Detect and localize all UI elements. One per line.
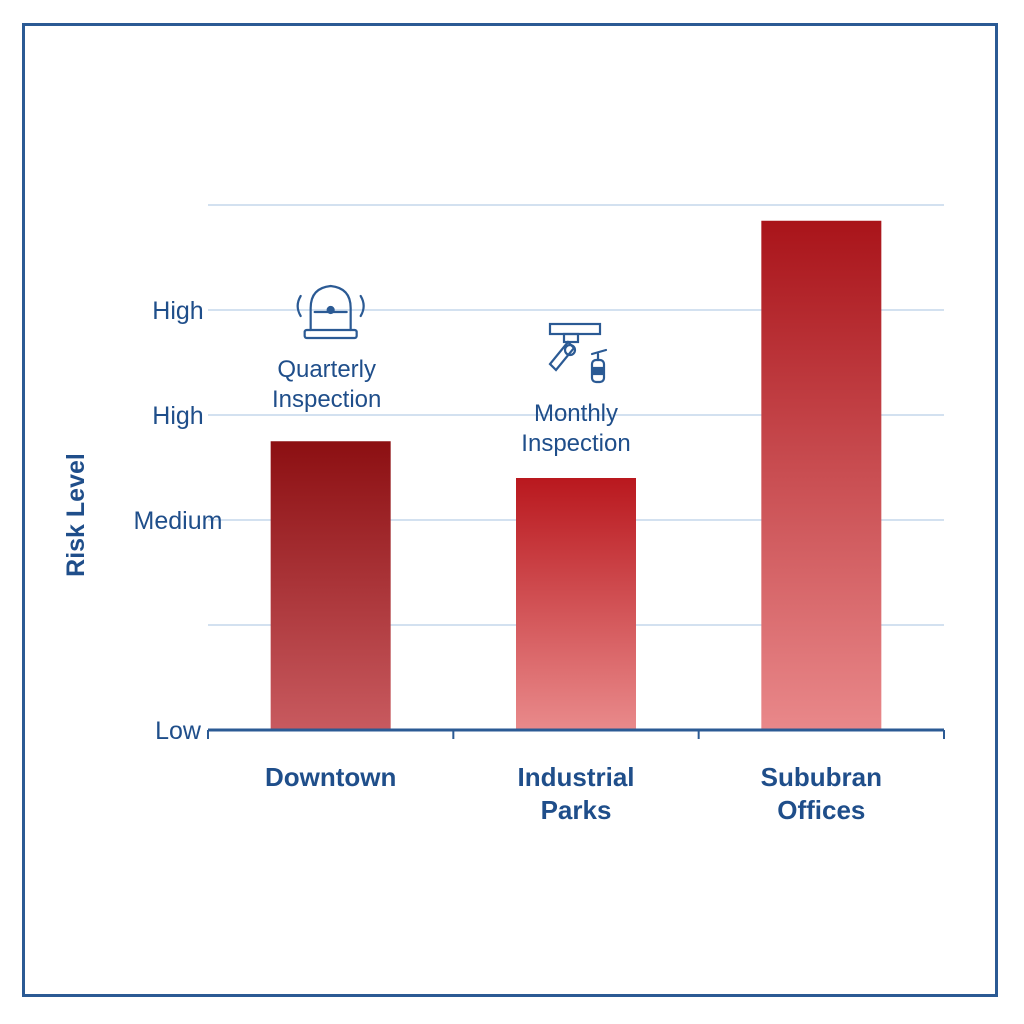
labels: Low Medium High High Downtown Industrial Parks…: [134, 297, 882, 825]
category-label: Industrial Parks: [517, 762, 634, 825]
annotation: Monthly Inspection: [521, 322, 631, 457]
annotation-label: Quarterly Inspection: [272, 356, 381, 413]
bar-2: [761, 220, 882, 730]
category-label: Downtown: [265, 762, 396, 792]
bar-0: [270, 441, 391, 730]
annotations: Quarterly Inspection Monthly Inspection: [272, 284, 631, 457]
y-axis-title: Risk Level: [62, 453, 90, 577]
axes: [207, 728, 945, 739]
y-tick-label: High: [152, 402, 203, 430]
annotation-label: Monthly Inspection: [521, 400, 630, 457]
annotation: Quarterly Inspection: [272, 284, 381, 413]
category-label: Sububran Offices: [761, 762, 882, 825]
y-tick-label: High: [152, 297, 203, 325]
bar-1: [516, 478, 636, 730]
y-tick-label: Medium: [134, 507, 223, 535]
sprinkler-extinguisher-icon: [548, 322, 608, 384]
bars: [270, 220, 882, 730]
y-tick-label: Low: [155, 717, 202, 745]
alarm-bell-icon: [296, 284, 365, 340]
